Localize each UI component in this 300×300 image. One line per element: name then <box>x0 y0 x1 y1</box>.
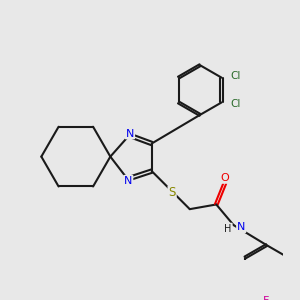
Text: Cl: Cl <box>230 71 241 81</box>
Text: O: O <box>220 173 229 183</box>
Text: N: N <box>124 176 133 186</box>
Text: S: S <box>168 186 176 200</box>
Text: H: H <box>224 224 232 233</box>
Text: N: N <box>237 222 245 232</box>
Text: Cl: Cl <box>230 99 241 109</box>
Text: F: F <box>263 296 270 300</box>
Text: N: N <box>126 128 134 139</box>
